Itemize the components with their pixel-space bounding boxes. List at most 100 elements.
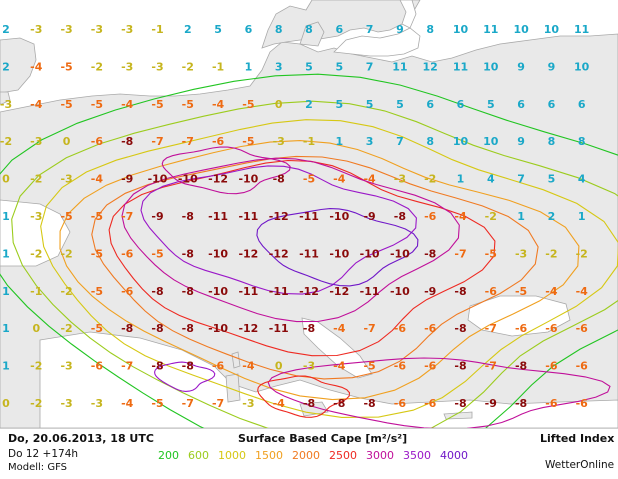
lifted-index-value: -2 bbox=[424, 173, 436, 186]
lifted-index-value: -11 bbox=[238, 210, 258, 223]
lifted-index-value: 3 bbox=[366, 135, 374, 148]
lifted-index-value: -4 bbox=[242, 360, 255, 373]
lifted-index-value: -4 bbox=[30, 98, 43, 111]
lifted-index-value: -10 bbox=[390, 285, 410, 298]
lifted-index-value: -7 bbox=[182, 135, 194, 148]
lifted-index-value: 11 bbox=[574, 23, 589, 36]
lifted-index-value: -6 bbox=[515, 322, 528, 335]
lifted-index-value: -2 bbox=[30, 247, 42, 260]
sardinia-island bbox=[225, 373, 241, 403]
lifted-index-value: 1 bbox=[335, 135, 343, 148]
lifted-index-value: -2 bbox=[576, 247, 588, 260]
lifted-index-value: -3 bbox=[91, 23, 103, 36]
lifted-index-value: -3 bbox=[60, 360, 72, 373]
lifted-index-value: 9 bbox=[517, 60, 525, 73]
lifted-index-value: 7 bbox=[366, 23, 374, 36]
lifted-index-value: -9 bbox=[151, 210, 163, 223]
lifted-index-value: 5 bbox=[214, 23, 222, 36]
lifted-index-value: -8 bbox=[333, 397, 345, 410]
lifted-index-value: 3 bbox=[275, 60, 283, 73]
lifted-index-value: 2 bbox=[305, 98, 313, 111]
legend-level: 3000 bbox=[366, 449, 394, 462]
lifted-index-value: 1 bbox=[457, 173, 465, 186]
lifted-index-value: 7 bbox=[396, 135, 404, 148]
cape-contour-line bbox=[256, 208, 419, 287]
gulf-of-bothnia-water bbox=[399, 0, 417, 29]
lifted-index-value: -11 bbox=[299, 210, 319, 223]
lifted-index-value: -2 bbox=[60, 322, 72, 335]
lifted-index-value: -6 bbox=[576, 397, 589, 410]
chart-title: Surface Based Cape [m²/s²] bbox=[238, 432, 408, 445]
lifted-index-value: -3 bbox=[91, 397, 103, 410]
lifted-index-value: -6 bbox=[394, 322, 407, 335]
cape-contour-line bbox=[161, 146, 291, 195]
lifted-index-value: -7 bbox=[485, 322, 497, 335]
lifted-index-value: -3 bbox=[60, 23, 72, 36]
lifted-index-value: -6 bbox=[545, 397, 558, 410]
lifted-index-value: 11 bbox=[483, 23, 498, 36]
lifted-index-value: -1 bbox=[303, 135, 315, 148]
cape-contour-line bbox=[11, 100, 618, 428]
cape-contour-line bbox=[40, 119, 618, 418]
lifted-index-value: -11 bbox=[238, 285, 258, 298]
lifted-index-value: 10 bbox=[544, 23, 560, 36]
lifted-index-value: -5 bbox=[515, 285, 527, 298]
lifted-index-value: -3 bbox=[121, 23, 133, 36]
lifted-index-value: -10 bbox=[208, 322, 228, 335]
lifted-index-value: -3 bbox=[0, 98, 12, 111]
lifted-index-value: 11 bbox=[392, 60, 407, 73]
lifted-index-grid: 2 -3 -3 -3 -3 -1 2 5 6 8 8 6 7 9 8 10 11 10 10 112 -4 -5 -2 -3-… bbox=[0, 23, 590, 410]
lifted-index-value: -1 bbox=[151, 23, 163, 36]
lifted-index-value: 7 bbox=[517, 173, 525, 186]
lifted-index-value: -6 bbox=[394, 360, 407, 373]
corsica-island bbox=[231, 351, 241, 369]
lifted-index-value: -3 bbox=[394, 173, 406, 186]
lifted-index-value: -1 bbox=[30, 285, 42, 298]
lifted-index-value: -8 bbox=[273, 173, 285, 186]
lifted-index-value: -2 bbox=[545, 247, 557, 260]
lifted-index-value: -9 bbox=[363, 210, 375, 223]
lifted-index-value: -10 bbox=[208, 285, 228, 298]
lifted-index-value: -12 bbox=[269, 247, 289, 260]
lifted-index-value: 8 bbox=[548, 135, 556, 148]
baltic-sea-water bbox=[333, 27, 421, 57]
lifted-index-value: -6 bbox=[424, 397, 437, 410]
lifted-index-value: 1 bbox=[245, 60, 253, 73]
lifted-index-value: 1 bbox=[2, 210, 10, 223]
land-masses bbox=[0, 0, 618, 428]
lifted-index-value: -2 bbox=[0, 135, 12, 148]
lifted-index-value: -11 bbox=[269, 285, 289, 298]
lifted-index-value: -5 bbox=[485, 247, 497, 260]
lifted-index-value: 0 bbox=[32, 322, 40, 335]
lifted-index-value: -8 bbox=[454, 322, 466, 335]
lifted-index-value: 11 bbox=[453, 60, 468, 73]
lifted-index-value: -5 bbox=[60, 60, 72, 73]
lifted-index-value: 1 bbox=[2, 285, 10, 298]
legend-level: 4000 bbox=[440, 449, 468, 462]
lifted-index-value: -8 bbox=[182, 360, 194, 373]
lifted-index-value: -9 bbox=[424, 285, 436, 298]
lifted-index-value: -8 bbox=[363, 397, 375, 410]
lifted-index-value: -5 bbox=[182, 98, 194, 111]
lifted-index-value: -2 bbox=[60, 285, 72, 298]
lifted-index-value: -2 bbox=[30, 173, 42, 186]
lifted-index-value: -11 bbox=[208, 210, 228, 223]
lifted-index-value: -6 bbox=[91, 360, 104, 373]
lifted-index-value: -3 bbox=[121, 60, 133, 73]
lifted-index-value: 0 bbox=[275, 360, 283, 373]
lifted-index-value: -8 bbox=[454, 397, 466, 410]
cape-contour-line bbox=[91, 155, 539, 380]
legend-level: 200 bbox=[158, 449, 179, 462]
forecast-date: Do, 20.06.2013, 18 UTC bbox=[8, 432, 154, 445]
lifted-index-value: 10 bbox=[483, 135, 499, 148]
forecast-run: Do 12 +174h bbox=[8, 448, 79, 460]
lifted-index-value: -4 bbox=[454, 210, 467, 223]
lifted-index-value: 8 bbox=[275, 23, 283, 36]
lifted-index-value: -8 bbox=[182, 210, 194, 223]
lifted-index-value: 6 bbox=[517, 98, 525, 111]
lifted-index-value: 1 bbox=[517, 210, 525, 223]
lifted-index-value: -10 bbox=[178, 173, 198, 186]
lifted-index-value: 0 bbox=[63, 135, 71, 148]
lifted-index-value: 9 bbox=[517, 135, 525, 148]
lifted-index-value: -8 bbox=[515, 397, 527, 410]
